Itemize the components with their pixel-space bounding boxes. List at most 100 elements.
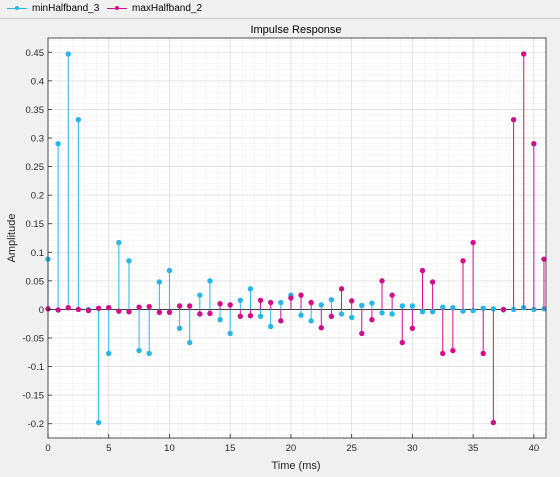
stem-point[interactable] [440, 304, 446, 310]
stem-point[interactable] [480, 350, 486, 357]
stem-point[interactable] [237, 297, 244, 303]
y-axis-title: Amplitude [6, 214, 18, 263]
stem-point[interactable] [328, 297, 335, 303]
x-tick-label: 15 [225, 443, 236, 454]
stem-point[interactable] [176, 303, 183, 309]
stem-point[interactable] [460, 258, 466, 264]
stem-point[interactable] [95, 305, 102, 311]
stem-point[interactable] [75, 117, 82, 123]
stem-point[interactable] [257, 313, 264, 319]
legend-item-max-halfband[interactable]: maxHalfband_2 [106, 2, 202, 14]
stem-point[interactable] [187, 339, 193, 346]
stem-point[interactable] [298, 292, 304, 298]
stem-point[interactable] [247, 313, 254, 319]
stem-point[interactable] [187, 303, 193, 309]
stem-point[interactable] [146, 350, 152, 357]
stem-point[interactable] [318, 302, 324, 308]
stem-point[interactable] [308, 318, 314, 324]
stem-point[interactable] [75, 306, 82, 313]
stem-point[interactable] [308, 299, 314, 306]
stem-point[interactable] [389, 311, 395, 317]
stem-point[interactable] [106, 305, 112, 311]
stem-point[interactable] [267, 323, 274, 330]
stem-point[interactable] [247, 286, 254, 292]
stem-point[interactable] [257, 297, 264, 303]
plot-area [48, 38, 546, 438]
stem-point[interactable] [197, 292, 203, 298]
stem-point[interactable] [429, 279, 436, 285]
stem-point[interactable] [348, 298, 355, 304]
stem-point[interactable] [217, 317, 223, 323]
stem-point[interactable] [106, 350, 112, 357]
stem-point[interactable] [217, 301, 223, 307]
stem-point[interactable] [116, 239, 122, 246]
stem-point[interactable] [288, 295, 294, 301]
stem-point[interactable] [338, 286, 345, 292]
stem-point[interactable] [369, 317, 375, 323]
stem-point[interactable] [338, 311, 345, 317]
stem-point[interactable] [470, 239, 476, 246]
stem-point[interactable] [490, 306, 497, 312]
stem-point[interactable] [399, 339, 405, 346]
stem-point[interactable] [409, 325, 416, 331]
stem-point[interactable] [156, 309, 163, 315]
stem-point[interactable] [328, 313, 335, 319]
stem-point[interactable] [55, 307, 61, 313]
stem-point[interactable] [399, 303, 405, 309]
stem-point[interactable] [531, 141, 537, 147]
legend-item-min-halfband[interactable]: minHalfband_3 [6, 2, 99, 14]
stem-point[interactable] [450, 347, 456, 354]
stem-point[interactable] [419, 309, 426, 315]
stem-point[interactable] [65, 51, 71, 57]
stem-point[interactable] [379, 310, 385, 316]
stem-point[interactable] [136, 347, 142, 354]
y-tick-label: 0.25 [26, 162, 45, 173]
stem-point[interactable] [136, 304, 142, 310]
stem-point[interactable] [197, 311, 203, 317]
stem-point[interactable] [541, 256, 547, 262]
stem-point[interactable] [166, 309, 173, 315]
stem-point[interactable] [460, 308, 466, 314]
stem-point[interactable] [227, 302, 233, 308]
stem-point[interactable] [85, 307, 92, 314]
stem-point[interactable] [278, 299, 284, 306]
stem-point[interactable] [510, 117, 517, 123]
stem-point[interactable] [470, 307, 476, 314]
stem-point[interactable] [369, 300, 375, 306]
stem-point[interactable] [146, 303, 152, 310]
stem-point[interactable] [207, 278, 213, 284]
stem-point[interactable] [500, 306, 507, 313]
stem-point[interactable] [409, 303, 416, 309]
grid-lines [47, 38, 546, 438]
stem-point[interactable] [267, 299, 274, 306]
stem-point[interactable] [450, 305, 456, 311]
stem-point[interactable] [55, 141, 61, 147]
stem-point[interactable] [318, 325, 324, 331]
stem-point[interactable] [480, 305, 486, 311]
stem-point[interactable] [278, 318, 284, 324]
stem-point[interactable] [348, 314, 355, 321]
stem-point[interactable] [237, 313, 244, 319]
stem-point[interactable] [227, 330, 233, 337]
stem-point[interactable] [207, 310, 213, 317]
stem-point[interactable] [359, 330, 365, 337]
stem-point[interactable] [379, 278, 385, 284]
stem-point[interactable] [126, 258, 132, 264]
stem-point[interactable] [298, 312, 304, 318]
stem-point[interactable] [156, 279, 163, 285]
stem-point[interactable] [126, 309, 132, 315]
stem-point[interactable] [166, 267, 173, 274]
stem-point[interactable] [176, 325, 183, 331]
stem-point[interactable] [429, 309, 436, 315]
stem-point[interactable] [65, 305, 71, 311]
stem-point[interactable] [389, 292, 395, 298]
stem-point[interactable] [440, 350, 446, 357]
stem-point[interactable] [419, 267, 426, 274]
stem-point[interactable] [116, 308, 122, 314]
stem-point[interactable] [490, 419, 497, 426]
stem-point[interactable] [95, 419, 102, 426]
stem-point[interactable] [521, 51, 527, 57]
y-tick-label: 0.4 [31, 76, 44, 87]
stem-point[interactable] [359, 302, 365, 309]
